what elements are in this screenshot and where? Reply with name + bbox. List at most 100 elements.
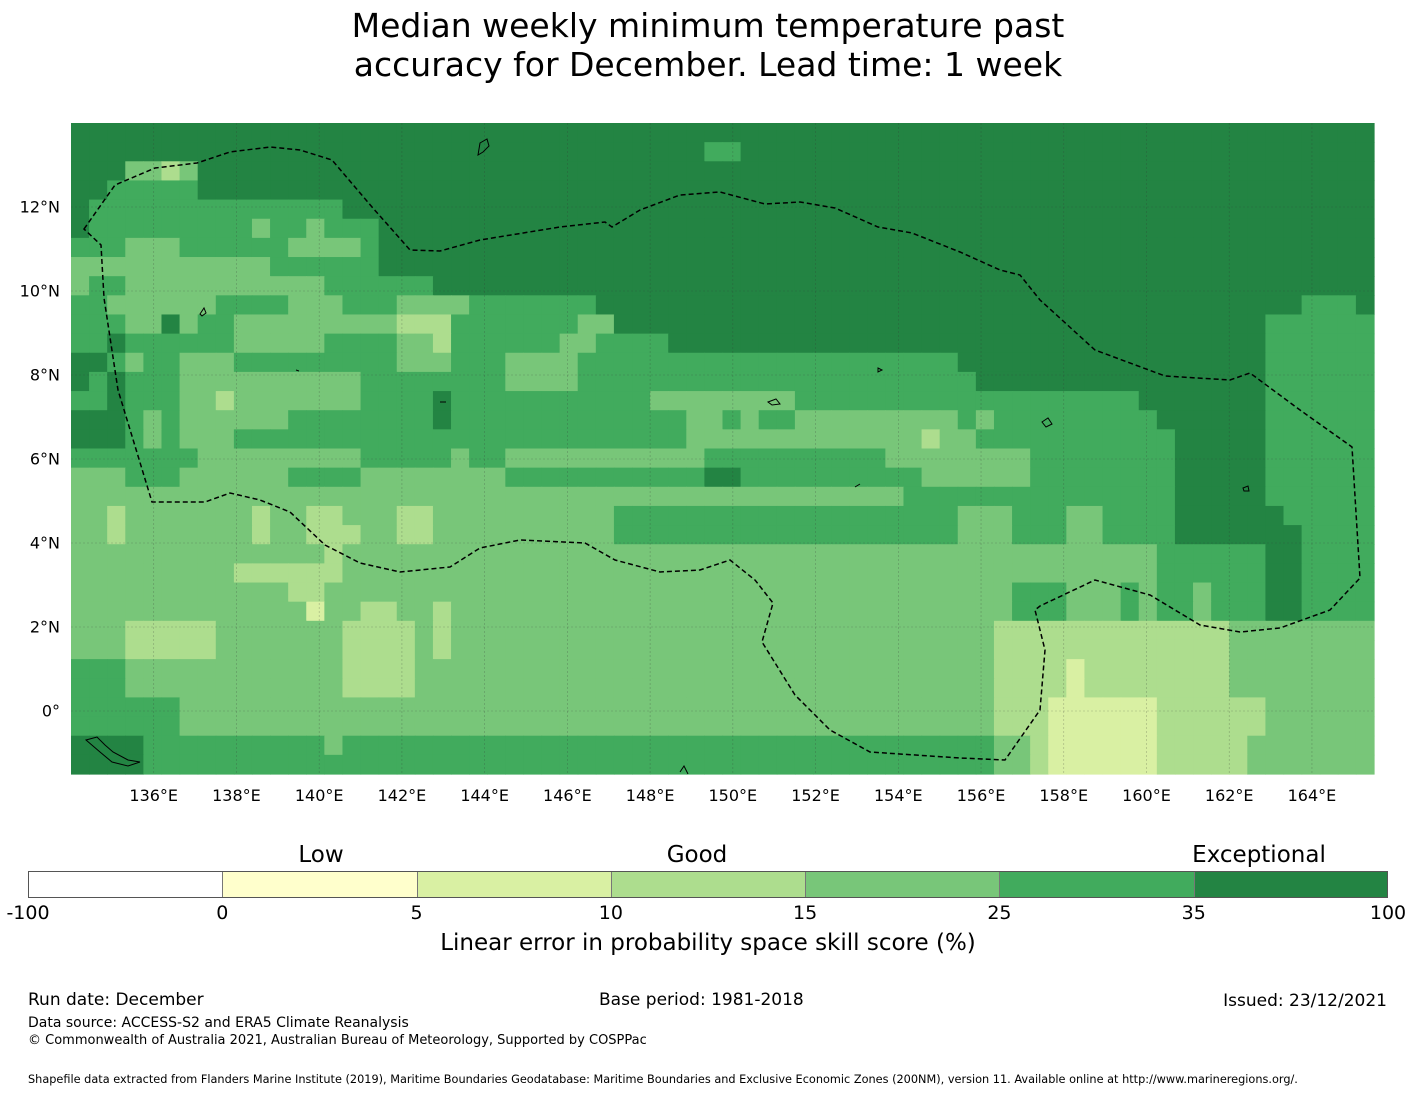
grid-cell — [161, 678, 181, 699]
grid-cell — [1012, 582, 1031, 603]
grid-cell — [1265, 199, 1285, 220]
grid-cell — [215, 352, 235, 373]
grid-cell — [1084, 237, 1104, 258]
grid-cell — [1084, 467, 1104, 488]
grid-cell — [650, 276, 669, 296]
grid-cell — [1048, 218, 1067, 239]
grid-cell — [523, 659, 543, 679]
grid-cell — [903, 429, 923, 450]
grid-cell — [776, 257, 796, 277]
grid-cell — [1337, 142, 1357, 162]
grid-cell — [523, 352, 543, 373]
grid-cell — [1337, 697, 1357, 718]
grid-cell — [342, 678, 362, 699]
grid-cell — [632, 180, 651, 201]
grid-cell — [306, 429, 325, 450]
grid-cell — [89, 467, 108, 488]
grid-cell — [143, 467, 163, 488]
issued-date: Issued: 23/12/2021 — [1223, 991, 1387, 1011]
grid-cell — [487, 620, 506, 641]
grid-cell — [288, 697, 307, 718]
grid-cell — [161, 333, 181, 354]
grid-cell — [776, 161, 796, 182]
grid-cell — [686, 486, 706, 507]
grid-cell — [1319, 697, 1339, 718]
grid-cell — [668, 371, 687, 392]
grid-cell — [650, 180, 669, 201]
grid-cell — [722, 620, 742, 641]
grid-cell — [143, 429, 163, 450]
grid-cell — [812, 697, 832, 718]
grid-cell — [451, 410, 470, 430]
grid-cell — [1084, 678, 1104, 699]
grid-cell — [107, 180, 126, 201]
grid-cell — [505, 371, 525, 392]
grid-cell — [849, 333, 868, 354]
grid-cell — [451, 391, 470, 411]
grid-cell — [1193, 218, 1212, 239]
grid-cell — [71, 314, 90, 335]
grid-cell — [1138, 314, 1158, 335]
grid-cell — [577, 314, 597, 335]
grid-cell — [306, 678, 325, 699]
grid-cell — [957, 486, 977, 507]
grid-cell — [1229, 142, 1248, 162]
grid-cell — [993, 563, 1013, 584]
grid-cell — [722, 467, 742, 488]
grid-cell — [885, 142, 905, 162]
grid-cell — [939, 123, 959, 143]
grid-cell — [650, 486, 669, 507]
grid-cell — [396, 716, 416, 737]
grid-cell — [487, 180, 506, 201]
grid-cell — [541, 544, 561, 564]
grid-cell — [360, 429, 380, 450]
grid-cell — [1247, 735, 1267, 756]
grid-cell — [451, 199, 470, 220]
grid-cell — [722, 659, 742, 679]
grid-cell — [1138, 410, 1158, 430]
grid-cell — [559, 391, 579, 411]
grid-cell — [396, 295, 416, 316]
grid-cell — [903, 639, 923, 660]
grid-cell — [71, 639, 90, 660]
grid-cell — [885, 295, 905, 316]
grid-cell — [1319, 123, 1339, 143]
grid-cell — [577, 525, 597, 545]
island-mokil — [877, 367, 884, 373]
grid-cell — [559, 467, 579, 488]
grid-cell — [324, 505, 344, 526]
grid-cell — [107, 410, 126, 430]
grid-cell — [451, 754, 470, 775]
grid-cell — [487, 525, 506, 545]
grid-cell — [1138, 429, 1158, 450]
grid-cell — [107, 448, 126, 469]
grid-cell — [758, 754, 778, 775]
grid-cell — [921, 314, 941, 335]
grid-cell — [794, 525, 814, 545]
grid-cell — [197, 582, 217, 603]
grid-cell — [1174, 371, 1194, 392]
grid-cell — [595, 448, 615, 469]
grid-cell — [975, 352, 995, 373]
grid-cell — [722, 601, 742, 622]
grid-cell — [288, 505, 307, 526]
grid-cell — [849, 161, 868, 182]
grid-cell — [251, 563, 271, 584]
grid-cell — [632, 582, 651, 603]
grid-cell — [686, 639, 706, 660]
grid-cell — [89, 161, 108, 182]
grid-cell — [505, 314, 525, 335]
grid-cell — [1012, 257, 1031, 277]
grid-cell — [1048, 620, 1067, 641]
grid-cell — [306, 161, 325, 182]
colorbar-tick-label: 10 — [598, 902, 623, 924]
grid-cell — [1301, 333, 1321, 354]
grid-cell — [957, 161, 977, 182]
grid-cell — [161, 563, 181, 584]
grid-cell — [595, 237, 615, 258]
grid-cell — [1030, 123, 1049, 143]
grid-cell — [1193, 563, 1212, 584]
grid-cell — [1247, 467, 1267, 488]
grid-cell — [1102, 199, 1122, 220]
grid-cell — [867, 448, 886, 469]
